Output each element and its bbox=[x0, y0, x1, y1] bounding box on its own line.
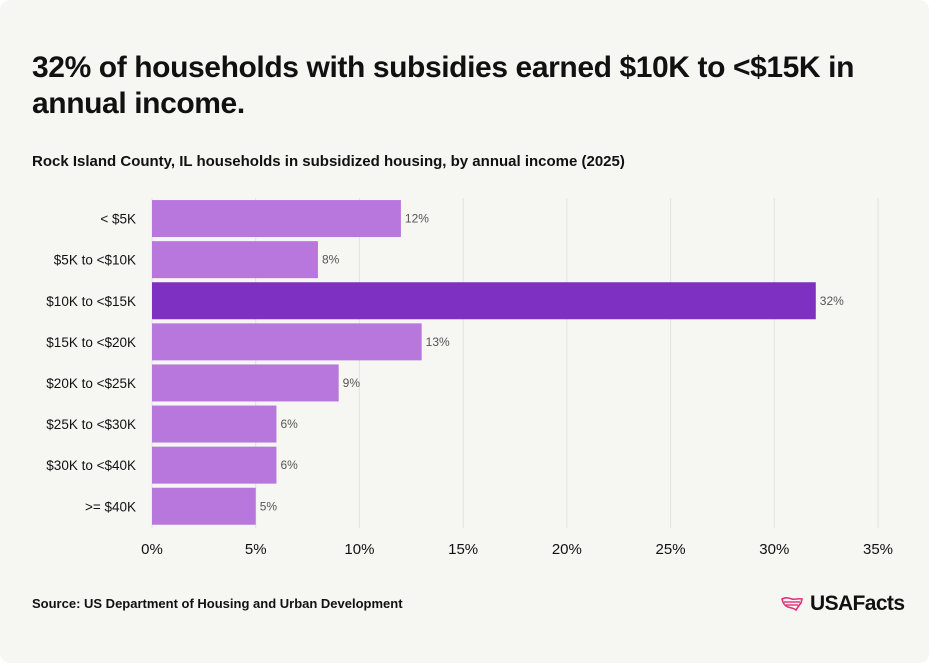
bar bbox=[152, 446, 277, 484]
value-label: 32% bbox=[820, 294, 844, 308]
bar bbox=[152, 241, 318, 279]
labels: 0% 5% 10% 15% 20% 25% 30% 35% < $5K 12% $5K to <$1… bbox=[46, 212, 893, 558]
x-tick-label: 20% bbox=[552, 541, 582, 558]
logo-text: USAFacts bbox=[810, 592, 905, 615]
chart-subtitle: Rock Island County, IL households in sub… bbox=[32, 153, 625, 170]
bar bbox=[152, 364, 339, 402]
x-tick-label: 30% bbox=[759, 541, 789, 558]
usafacts-logo[interactable]: USAFacts bbox=[780, 591, 905, 617]
value-label: 9% bbox=[343, 376, 361, 390]
category-label: $20K to <$25K bbox=[46, 376, 136, 391]
x-tick-label: 15% bbox=[448, 541, 478, 558]
headline: 32% of households with subsidies earned … bbox=[32, 51, 854, 120]
value-label: 12% bbox=[405, 212, 429, 226]
source-note: Source: US Department of Housing and Urb… bbox=[32, 596, 403, 611]
category-label: $15K to <$20K bbox=[46, 335, 136, 350]
us-map-stripes-icon bbox=[781, 597, 803, 612]
category-label: $25K to <$30K bbox=[46, 417, 136, 432]
bar bbox=[152, 487, 256, 525]
value-label: 13% bbox=[426, 335, 450, 349]
bar bbox=[152, 405, 277, 443]
value-label: 8% bbox=[322, 253, 340, 267]
bar bbox=[152, 282, 816, 320]
category-label: < $5K bbox=[100, 212, 136, 227]
x-tick-label: 25% bbox=[656, 541, 686, 558]
value-label: 6% bbox=[280, 417, 298, 431]
value-label: 6% bbox=[280, 458, 298, 472]
x-tick-label: 5% bbox=[245, 541, 267, 558]
x-tick-label: 0% bbox=[141, 541, 163, 558]
bar bbox=[152, 323, 422, 361]
category-label: >= $40K bbox=[85, 499, 136, 514]
bar bbox=[152, 200, 401, 238]
category-label: $30K to <$40K bbox=[46, 458, 136, 473]
bars bbox=[152, 200, 816, 525]
value-label: 5% bbox=[260, 499, 278, 513]
category-label: $5K to <$10K bbox=[54, 253, 136, 268]
x-tick-label: 35% bbox=[863, 541, 893, 558]
x-tick-label: 10% bbox=[344, 541, 374, 558]
category-label: $10K to <$15K bbox=[46, 294, 136, 309]
